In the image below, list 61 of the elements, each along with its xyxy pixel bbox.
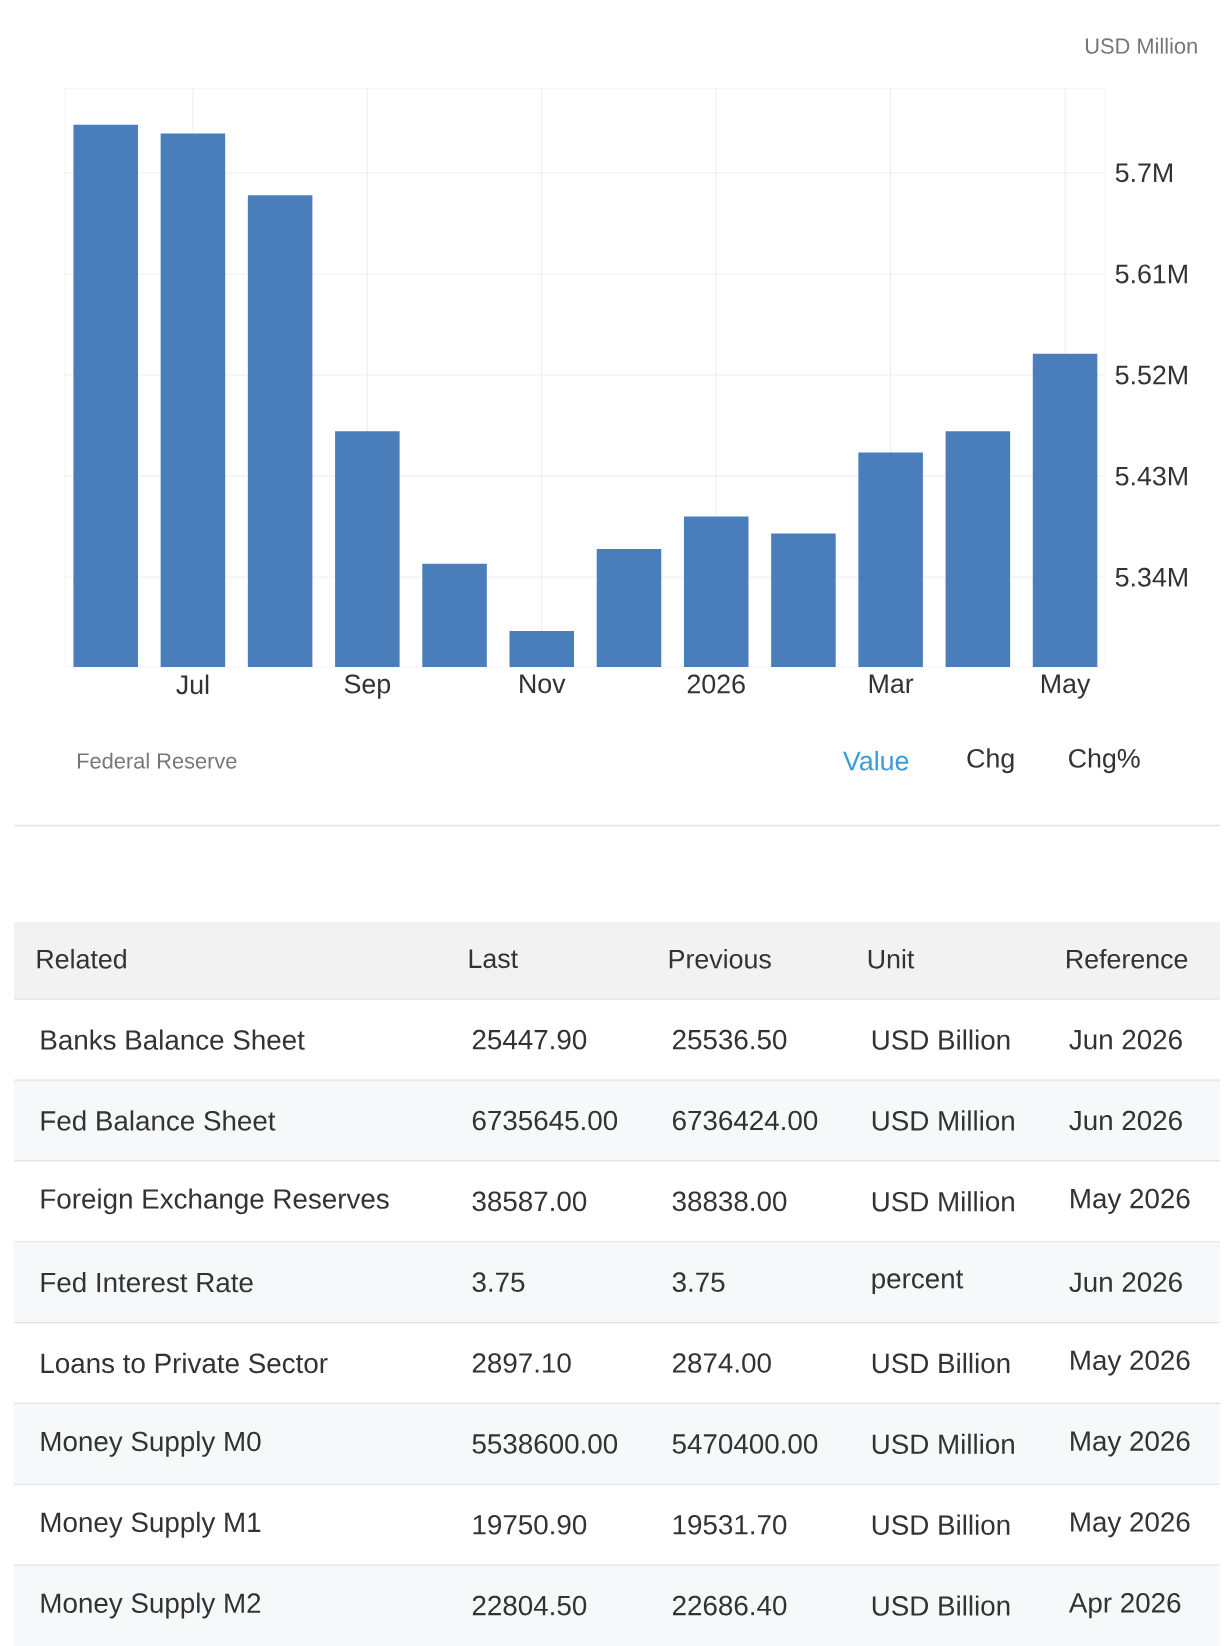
text: percent bbox=[872, 1270, 964, 1295]
text: 22804.50 bbox=[473, 1595, 587, 1616]
text: Chg bbox=[967, 748, 1014, 774]
text: Federal Reserve bbox=[78, 752, 237, 769]
x-tick-label: 2026 bbox=[687, 674, 745, 694]
text: 38587.00 bbox=[472, 1191, 587, 1212]
text: Money Supply M2 bbox=[41, 1592, 261, 1619]
x-tick-label: Sep bbox=[344, 674, 391, 699]
category-label: Reference bbox=[1067, 948, 1188, 969]
text: May 2026 bbox=[1071, 1431, 1190, 1457]
y-tick-label: 5.61M bbox=[1115, 264, 1188, 284]
text: 5538600.00 bbox=[472, 1434, 618, 1454]
y-axis-title: USD Million bbox=[1086, 37, 1197, 54]
text: Apr 2026 bbox=[1069, 1593, 1181, 1619]
text: USD Million bbox=[873, 1110, 1015, 1131]
category-label: Last bbox=[469, 949, 519, 969]
text: USD Million bbox=[873, 1191, 1015, 1212]
text: USD Billion bbox=[873, 1514, 1010, 1535]
text: 25447.90 bbox=[473, 1029, 587, 1050]
category-label: Previous bbox=[669, 948, 771, 969]
text: Banks Balance Sheet bbox=[41, 1029, 305, 1050]
text: USD Billion bbox=[873, 1029, 1010, 1050]
category-label: Related bbox=[37, 948, 127, 969]
text: 19750.90 bbox=[473, 1514, 587, 1535]
x-tick-label: Nov bbox=[520, 674, 566, 694]
text: 2897.10 bbox=[473, 1353, 571, 1373]
y-tick-label: 5.34M bbox=[1115, 567, 1188, 587]
text: Loans to Private Sector bbox=[41, 1352, 328, 1374]
text: Money Supply M0 bbox=[41, 1430, 261, 1457]
text: Fed Interest Rate bbox=[41, 1271, 253, 1293]
text: May 2026 bbox=[1071, 1350, 1190, 1376]
text: Money Supply M1 bbox=[41, 1511, 261, 1538]
y-tick-label: 5.7M bbox=[1115, 163, 1173, 183]
x-tick-label: Jul bbox=[176, 674, 209, 695]
text: USD Million bbox=[873, 1433, 1015, 1455]
text: 6735645.00 bbox=[473, 1110, 618, 1131]
text: 5470400.00 bbox=[672, 1434, 818, 1454]
text: Foreign Exchange Reserves bbox=[41, 1188, 389, 1215]
y-tick-label: 5.52M bbox=[1115, 365, 1188, 385]
x-tick-label: May bbox=[1042, 674, 1091, 699]
text: Chg% bbox=[1069, 748, 1140, 774]
text: May 2026 bbox=[1071, 1512, 1190, 1538]
text: May 2026 bbox=[1071, 1188, 1190, 1214]
text: Jun 2026 bbox=[1069, 1110, 1183, 1131]
text: Value bbox=[843, 750, 909, 771]
text: 3.75 bbox=[672, 1272, 725, 1293]
text: 6736424.00 bbox=[673, 1110, 818, 1131]
x-tick-label: Mar bbox=[869, 674, 914, 694]
text: 25536.50 bbox=[673, 1029, 787, 1050]
text: 22686.40 bbox=[673, 1595, 787, 1616]
text: Fed Balance Sheet bbox=[41, 1110, 276, 1131]
text: 2874.00 bbox=[673, 1353, 772, 1373]
category-label: Unit bbox=[868, 948, 915, 969]
text: Jun 2026 bbox=[1069, 1272, 1183, 1293]
text: 38838.00 bbox=[672, 1191, 787, 1212]
y-tick-label: 5.43M bbox=[1115, 466, 1188, 486]
text: Jun 2026 bbox=[1069, 1029, 1183, 1050]
text: 3.75 bbox=[472, 1272, 525, 1293]
text: USD Billion bbox=[873, 1595, 1010, 1616]
text: 19531.70 bbox=[673, 1514, 787, 1535]
text: USD Billion bbox=[873, 1352, 1010, 1374]
